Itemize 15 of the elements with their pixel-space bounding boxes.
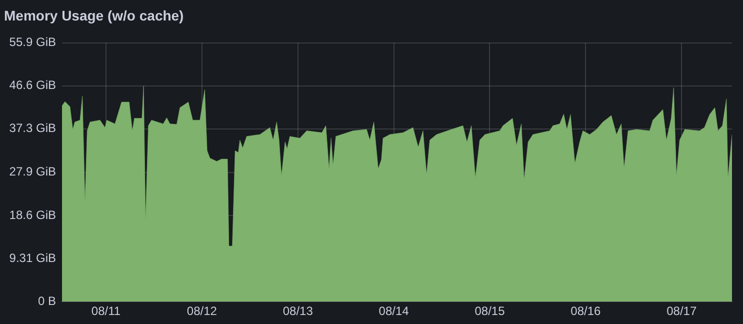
y-tick-label: 27.9 GiB bbox=[9, 164, 56, 179]
y-tick-label: 18.6 GiB bbox=[9, 208, 56, 222]
y-tick-label: 37.3 GiB bbox=[9, 121, 56, 136]
y-tick-label: 55.9 GiB bbox=[9, 35, 56, 50]
y-tick-label: 9.31 GiB bbox=[9, 250, 56, 265]
x-tick-label: 08/17 bbox=[666, 304, 697, 318]
x-tick-label: 08/14 bbox=[378, 304, 410, 318]
x-tick-label: 08/12 bbox=[186, 304, 218, 318]
y-tick-label: 0 B bbox=[38, 294, 56, 308]
x-tick-label: 08/11 bbox=[91, 304, 121, 318]
chart-title: Memory Usage (w/o cache) bbox=[4, 7, 184, 24]
x-tick-label: 08/15 bbox=[474, 304, 506, 318]
x-tick-label: 08/16 bbox=[570, 304, 602, 318]
y-tick-label: 46.6 GiB bbox=[9, 78, 56, 92]
x-tick-label: 08/13 bbox=[282, 304, 314, 318]
